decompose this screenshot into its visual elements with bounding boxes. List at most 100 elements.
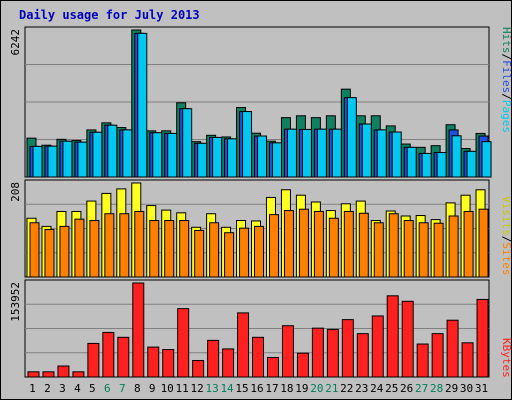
x-tick-label: 18	[280, 382, 293, 395]
bar-pages-day-25	[391, 131, 402, 178]
x-tick-label: 26	[400, 382, 413, 395]
bar-kbytes-day-27	[416, 343, 429, 378]
bar-sites-day-24	[373, 222, 384, 278]
bar-sites-day-20	[313, 210, 324, 278]
bar-sites-day-23	[358, 212, 369, 278]
bar-pages-day-7	[122, 129, 133, 178]
bar-sites-day-10	[164, 220, 175, 278]
x-tick-label: 24	[370, 382, 384, 395]
x-tick-label: 20	[310, 382, 323, 395]
bar-pages-day-30	[466, 150, 477, 178]
bar-pages-day-29	[451, 135, 462, 178]
chart-title: Daily usage for July 2013	[19, 8, 200, 22]
bar-kbytes-day-29	[446, 319, 459, 378]
bar-sites-day-31	[478, 208, 489, 278]
bar-pages-day-22	[346, 97, 357, 178]
side-legend-part: Pages	[500, 100, 512, 133]
bar-kbytes-day-25	[386, 295, 399, 378]
bar-sites-day-14	[224, 232, 235, 278]
bar-kbytes-day-31	[476, 298, 489, 378]
bar-sites-day-21	[328, 217, 339, 278]
x-tick-label: 3	[59, 382, 66, 395]
bar-kbytes-day-15	[237, 312, 250, 378]
x-tick-label: 16	[250, 382, 263, 395]
bar-pages-day-15	[242, 111, 253, 178]
bar-sites-day-26	[403, 220, 414, 278]
bar-kbytes-day-19	[296, 352, 309, 378]
bar-pages-day-6	[107, 124, 118, 178]
bar-pages-day-20	[316, 128, 327, 178]
bar-sites-day-25	[388, 213, 399, 278]
bar-sites-day-18	[283, 210, 294, 278]
bar-pages-day-23	[361, 123, 372, 178]
x-tick-label: 19	[295, 382, 308, 395]
bar-pages-day-31	[481, 141, 492, 178]
bar-sites-day-29	[448, 215, 459, 278]
bar-kbytes-day-14	[222, 348, 235, 378]
bar-kbytes-day-30	[461, 342, 474, 378]
x-axis-labels: 1 2 3 4 5 6 7 8 9 10 11 12 13 14 15 16 17 18 19 20 21 22 23 24 2…	[29, 382, 488, 395]
x-tick-label: 30	[460, 382, 473, 395]
x-tick-label: 2	[44, 382, 51, 395]
x-tick-label: 15	[235, 382, 248, 395]
x-tick-label: 23	[355, 382, 368, 395]
x-tick-label: 7	[119, 382, 126, 395]
bar-sites-day-1	[29, 222, 40, 278]
bar-kbytes-day-9	[147, 346, 160, 378]
bar-kbytes-day-3	[57, 365, 70, 378]
bar-pages-day-24	[376, 129, 387, 178]
side-legend-part: Visits	[500, 196, 512, 236]
bar-pages-day-9	[152, 132, 163, 178]
bar-sites-day-7	[119, 213, 130, 278]
bar-kbytes-day-4	[72, 371, 85, 378]
bar-sites-day-5	[89, 220, 100, 278]
bar-pages-day-12	[197, 142, 208, 178]
bar-kbytes-day-2	[42, 371, 55, 378]
bar-kbytes-day-21	[326, 328, 339, 378]
bar-pages-day-2	[47, 145, 58, 178]
x-tick-label: 1	[29, 382, 36, 395]
side-legend-part: /	[500, 54, 512, 61]
bar-sites-day-22	[343, 210, 354, 278]
bar-pages-day-5	[92, 131, 103, 178]
bar-kbytes-day-28	[431, 333, 444, 378]
bar-sites-day-4	[74, 218, 85, 278]
x-tick-label: 22	[340, 382, 353, 395]
bar-pages-day-26	[406, 146, 417, 178]
x-tick-label: 29	[445, 382, 458, 395]
bar-kbytes-day-8	[132, 282, 145, 378]
bar-sites-day-3	[59, 225, 70, 278]
bar-kbytes-day-7	[117, 336, 130, 378]
bar-pages-day-13	[212, 136, 223, 178]
bar-pages-day-3	[62, 140, 73, 178]
x-tick-label: 25	[385, 382, 398, 395]
bar-sites-day-16	[254, 225, 265, 278]
bar-sites-day-15	[239, 227, 250, 278]
x-tick-label: 11	[176, 382, 189, 395]
bar-kbytes-day-16	[252, 336, 265, 378]
bar-sites-day-9	[149, 220, 160, 278]
bar-pages-day-11	[182, 108, 193, 178]
side-legend-part: Files	[500, 60, 512, 93]
bar-sites-day-27	[418, 222, 429, 278]
x-tick-label: 28	[430, 382, 443, 395]
panel-3: 153952	[9, 279, 490, 378]
side-legend-part: /	[500, 236, 512, 243]
bar-sites-day-12	[194, 229, 205, 278]
x-tick-label: 12	[191, 382, 204, 395]
bar-kbytes-day-10	[162, 349, 175, 378]
bar-kbytes-day-11	[177, 308, 190, 378]
x-tick-label: 31	[475, 382, 488, 395]
side-legend-middle: Visits/Sites	[500, 196, 512, 276]
bar-pages-day-1	[32, 145, 43, 178]
bar-kbytes-day-20	[311, 327, 324, 378]
y-max-label: 6242	[9, 29, 22, 56]
side-legend-part: /	[500, 93, 512, 100]
bar-pages-day-18	[286, 128, 297, 178]
bar-pages-day-8	[137, 32, 148, 178]
bar-kbytes-day-22	[341, 319, 354, 378]
bar-sites-day-30	[463, 210, 474, 278]
x-tick-label: 27	[415, 382, 428, 395]
